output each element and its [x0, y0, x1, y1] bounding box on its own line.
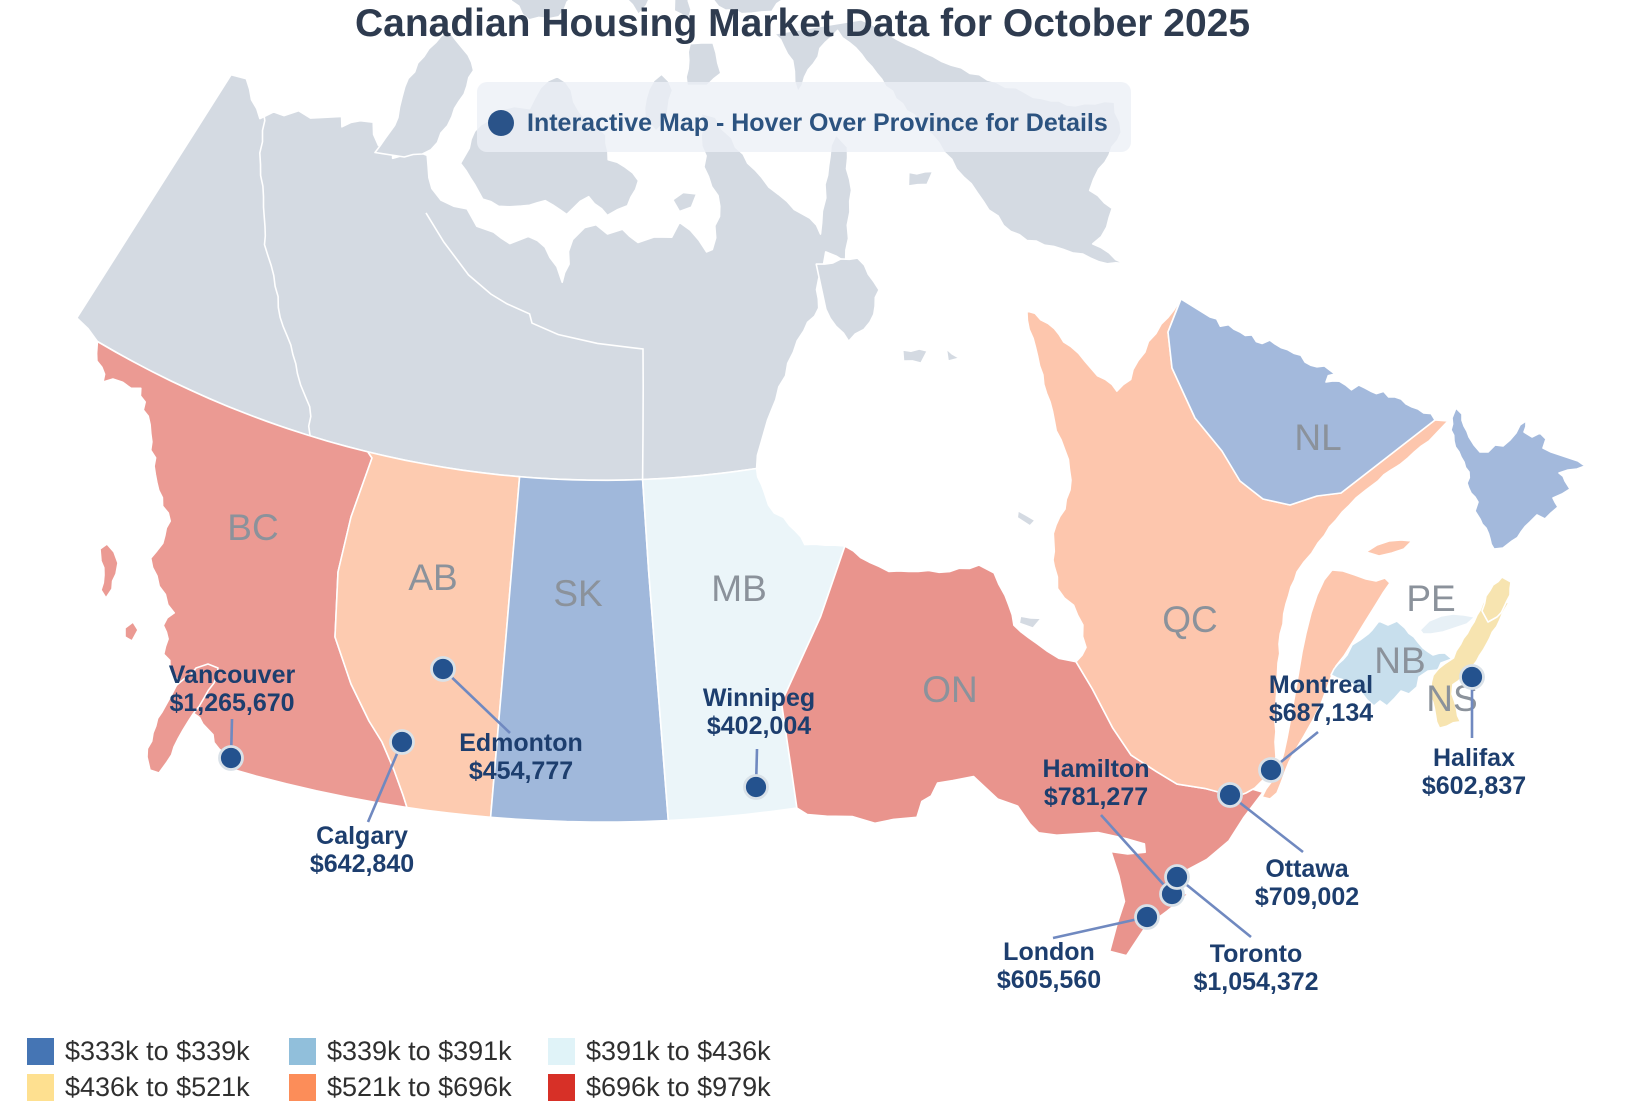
svg-text:$687,134: $687,134	[1269, 699, 1373, 727]
svg-text:Edmonton: Edmonton	[459, 729, 583, 757]
svg-text:$454,777: $454,777	[469, 757, 573, 785]
svg-text:Hamilton: Hamilton	[1043, 755, 1150, 783]
svg-text:Calgary: Calgary	[316, 822, 408, 850]
svg-text:$642,840: $642,840	[310, 850, 414, 878]
svg-text:NL: NL	[1294, 417, 1341, 458]
svg-text:QC: QC	[1162, 599, 1218, 640]
svg-text:SK: SK	[553, 573, 603, 614]
svg-text:AB: AB	[408, 557, 457, 598]
svg-text:$1,054,372: $1,054,372	[1193, 968, 1318, 996]
svg-text:$781,277: $781,277	[1044, 783, 1148, 811]
svg-text:NB: NB	[1374, 640, 1425, 681]
svg-text:London: London	[1003, 938, 1095, 966]
svg-text:BC: BC	[227, 507, 278, 548]
svg-text:Halifax: Halifax	[1433, 744, 1515, 772]
svg-text:PE: PE	[1406, 578, 1455, 619]
svg-text:Vancouver: Vancouver	[169, 661, 296, 689]
svg-text:Ottawa: Ottawa	[1265, 855, 1349, 883]
svg-text:ON: ON	[922, 669, 978, 710]
svg-text:Winnipeg: Winnipeg	[703, 684, 815, 712]
svg-text:$1,265,670: $1,265,670	[169, 689, 294, 717]
svg-text:$602,837: $602,837	[1422, 772, 1526, 800]
svg-text:Toronto: Toronto	[1210, 940, 1303, 968]
svg-text:$709,002: $709,002	[1255, 883, 1359, 911]
svg-text:$605,560: $605,560	[997, 966, 1101, 994]
svg-text:MB: MB	[711, 568, 767, 609]
svg-text:Montreal: Montreal	[1269, 671, 1373, 699]
svg-text:$402,004: $402,004	[707, 712, 811, 740]
